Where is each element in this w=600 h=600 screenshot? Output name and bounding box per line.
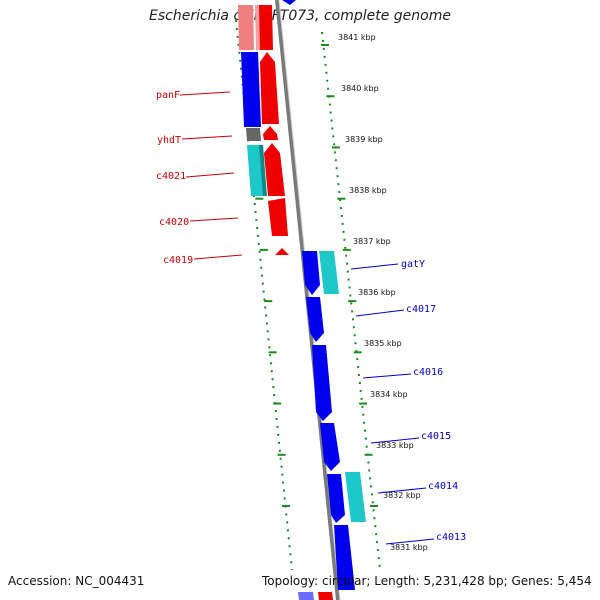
gene-label-c4021[interactable]: c4021: [156, 171, 186, 182]
leader-yhdT: [181, 135, 233, 140]
gene-label-c4016[interactable]: c4016: [413, 367, 443, 378]
kbp-label: 3832 kbp: [383, 491, 421, 500]
gene-bottom-blue: [298, 592, 314, 600]
gene-c4014: [327, 474, 345, 523]
kbp-label: 3831 kbp: [390, 543, 428, 552]
kbp-label: 3833 kbp: [376, 441, 414, 450]
right-tick-marks: [321, 44, 378, 507]
gene-label-panF[interactable]: panF: [156, 90, 180, 101]
kbp-label: 3839 kbp: [345, 135, 383, 144]
gene-c4017: [306, 297, 324, 342]
gene-c4020: [268, 198, 288, 236]
leader-c4013: [385, 538, 435, 545]
kbp-label: 3836 kbp: [358, 288, 396, 297]
gene-red-top-shade: [255, 5, 260, 50]
leader-c4019: [193, 254, 243, 260]
accession-label: Accession: NC_004431: [8, 574, 145, 588]
gene-label-c4014[interactable]: c4014: [428, 481, 458, 492]
gene-gatY: [302, 251, 320, 295]
gene-bottom-red: [318, 592, 333, 600]
genome-summary: Topology: circular; Length: 5,231,428 bp…: [262, 574, 592, 588]
gene-label-c4020[interactable]: c4020: [159, 217, 189, 228]
forward-gene-labels: gatY c4017 c4016 c4015 c4014 c4013: [350, 259, 466, 545]
leader-c4017: [355, 309, 405, 317]
leader-gatY: [350, 263, 399, 270]
gene-yhdT: [263, 126, 278, 140]
feature-c4014-cyan: [345, 472, 366, 522]
gene-label-c4019[interactable]: c4019: [163, 255, 193, 266]
gene-c4019: [275, 248, 289, 255]
kbp-scale: 3841 kbp 3840 kbp 3839 kbp 3838 kbp 3837…: [338, 33, 428, 552]
kbp-label: 3834 kbp: [370, 390, 408, 399]
leader-c4020: [189, 217, 239, 222]
gene-label-c4013[interactable]: c4013: [436, 532, 466, 543]
gene-c4013: [334, 525, 355, 590]
feature-block-panF-blue: [241, 52, 261, 127]
gene-c4015: [320, 423, 340, 471]
gene-label-c4017[interactable]: c4017: [406, 304, 436, 315]
kbp-label: 3841 kbp: [338, 33, 376, 42]
gene-label-yhdT[interactable]: yhdT: [157, 135, 181, 146]
gene-c4016: [312, 345, 332, 421]
leader-c4015: [370, 437, 420, 444]
leader-c4016: [362, 373, 412, 379]
map-title: Escherichia coli CFT073, complete genome: [149, 8, 451, 24]
gene-label-gatY[interactable]: gatY: [401, 259, 425, 270]
kbp-label: 3835 kbp: [364, 339, 402, 348]
kbp-label: 3837 kbp: [353, 237, 391, 246]
gene-panF: [260, 52, 279, 124]
feature-block-pink: [238, 5, 254, 50]
leader-c4014: [377, 487, 427, 494]
gene-top-blue-fragment: [282, 0, 296, 5]
feature-block-yhdT-grey: [246, 128, 261, 141]
gene-label-c4015[interactable]: c4015: [421, 431, 451, 442]
feature-block-c4021-cyan-edge: [259, 145, 267, 196]
kbp-label: 3838 kbp: [349, 186, 387, 195]
gene-red-top: [258, 5, 273, 50]
feature-gatY-cyan: [319, 251, 339, 294]
leader-panF: [179, 91, 231, 96]
leader-c4021: [185, 172, 235, 178]
kbp-label: 3840 kbp: [341, 84, 379, 93]
gene-c4021: [264, 143, 285, 196]
reverse-gene-labels: panF yhdT c4021 c4020 c4019: [156, 90, 243, 266]
